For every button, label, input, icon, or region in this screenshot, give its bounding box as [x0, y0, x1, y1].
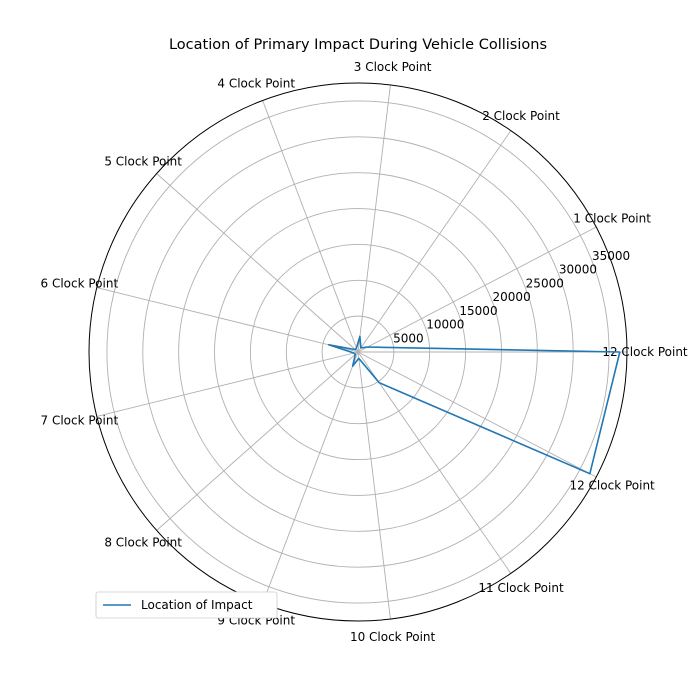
- radial-tick-5: 30000: [559, 263, 597, 277]
- series-line-0: [327, 335, 621, 475]
- series-layer: [327, 335, 621, 475]
- category-labels: 12 Clock Point 1 Clock Point 2 Clock Point…: [41, 60, 688, 644]
- category-label-1: 1 Clock Point: [573, 212, 651, 226]
- radial-tick-1: 10000: [426, 318, 464, 332]
- category-label-0: 12 Clock Point: [602, 345, 688, 359]
- chart-title: Location of Primary Impact During Vehicl…: [169, 37, 547, 53]
- category-label-6: 6 Clock Point: [41, 276, 119, 290]
- spoke-3: [357, 84, 391, 353]
- spoke-12: [357, 351, 597, 478]
- spoke-7: [96, 351, 359, 417]
- legend-box: [95, 591, 278, 619]
- radial-tick-0: 5000: [393, 331, 424, 345]
- radial-tick-2: 15000: [459, 304, 497, 318]
- spoke-5: [156, 173, 359, 353]
- category-label-7: 7 Clock Point: [41, 414, 119, 428]
- category-label-2: 2 Clock Point: [482, 109, 560, 123]
- spoke-11: [357, 351, 512, 574]
- radial-tick-3: 20000: [493, 290, 531, 304]
- spoke-2: [357, 130, 512, 353]
- category-label-8: 8 Clock Point: [104, 535, 182, 549]
- category-label-10: 10 Clock Point: [350, 630, 436, 644]
- radial-tick-6: 35000: [592, 249, 630, 263]
- legend-label: Location of Impact: [141, 598, 253, 612]
- category-label-5: 5 Clock Point: [104, 155, 182, 169]
- spoke-10: [357, 351, 391, 620]
- spoke-6: [96, 287, 359, 353]
- spoke-1: [357, 226, 597, 353]
- spoke-4: [262, 100, 359, 353]
- category-label-4: 4 Clock Point: [217, 77, 295, 91]
- outer-frame: [88, 82, 628, 622]
- spoke-8: [156, 351, 359, 531]
- spoke-9: [262, 351, 359, 604]
- category-label-11: 11 Clock Point: [478, 581, 564, 595]
- category-label-3: 3 Clock Point: [354, 60, 432, 74]
- category-label-12: 12 Clock Point: [569, 478, 655, 492]
- radial-tick-4: 25000: [526, 276, 564, 290]
- legend: Location of Impact: [95, 591, 278, 619]
